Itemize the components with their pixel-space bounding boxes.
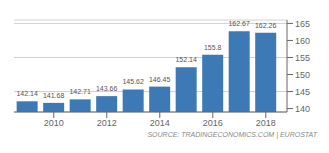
svg-text:162.26: 162.26 <box>255 22 277 29</box>
svg-text:160: 160 <box>295 36 310 46</box>
svg-text:162.67: 162.67 <box>228 20 250 27</box>
svg-text:2010: 2010 <box>44 118 64 128</box>
svg-text:146.45: 146.45 <box>149 76 171 83</box>
svg-text:140: 140 <box>295 104 310 114</box>
svg-text:141.68: 141.68 <box>43 92 65 99</box>
svg-text:143.66: 143.66 <box>96 85 118 92</box>
svg-text:152.14: 152.14 <box>175 56 197 63</box>
svg-text:150: 150 <box>295 70 310 80</box>
svg-text:142.14: 142.14 <box>16 90 38 97</box>
svg-text:2014: 2014 <box>150 118 170 128</box>
svg-text:145.62: 145.62 <box>122 78 144 85</box>
svg-text:2016: 2016 <box>203 118 223 128</box>
svg-text:142.71: 142.71 <box>69 88 91 95</box>
svg-text:2012: 2012 <box>97 118 117 128</box>
html-text:SOURCE: TRADINGECONOMICS.COM |: SOURCE: TRADINGECONOMICS.COM | EUROSTAT <box>147 131 317 138</box>
svg-text:145: 145 <box>295 87 310 97</box>
svg-text:155: 155 <box>295 53 310 63</box>
svg-text:155.8: 155.8 <box>204 44 222 51</box>
svg-text:2018: 2018 <box>256 118 276 128</box>
svg-text:165: 165 <box>295 19 310 29</box>
